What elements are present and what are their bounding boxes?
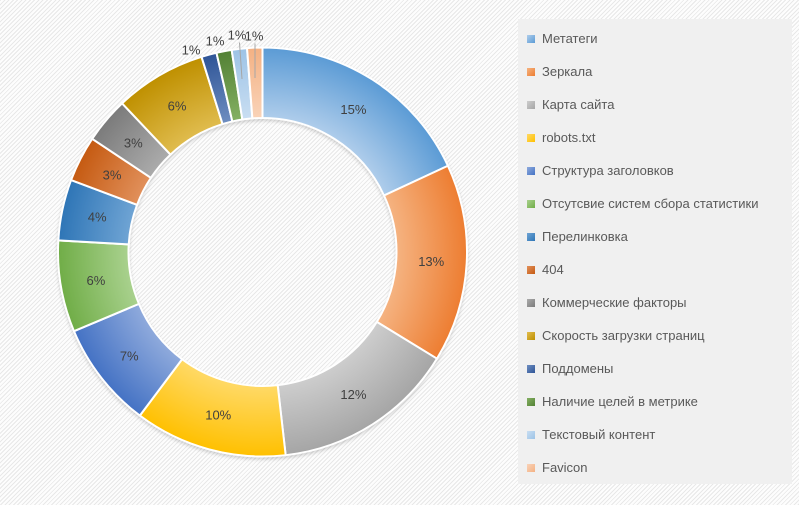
slice-data-label: 3% <box>103 168 122 183</box>
legend-item-label: Скорость загрузки страниц <box>542 328 705 343</box>
pie-slice-13[interactable] <box>245 46 264 120</box>
legend-swatch-icon <box>527 430 535 439</box>
legend-item[interactable]: Метатеги <box>518 22 792 55</box>
legend-swatch-icon <box>527 265 535 274</box>
slice-data-label: 1% <box>182 43 201 58</box>
slice-data-label: 10% <box>205 408 231 423</box>
legend-swatch-icon <box>527 298 535 307</box>
slice-data-label: 6% <box>168 99 187 114</box>
slice-labels: 15%13%12%10%7%6%4%3%3%6%1%1% 1%1% <box>87 28 445 423</box>
legend-item-label: Коммерческие факторы <box>542 295 687 310</box>
slice-data-label: 13% <box>418 254 444 269</box>
chart-legend: Метатеги Зеркала Карта сайта robots.txt Стру… <box>518 19 792 484</box>
legend-swatch-icon <box>527 166 535 175</box>
slice-data-label: 4% <box>88 210 107 225</box>
legend-item[interactable]: Перелинковка <box>518 220 792 253</box>
legend-item-label: Отсутсвие систем сбора статистики <box>542 196 759 211</box>
slice-data-label: 3% <box>124 136 143 151</box>
legend-item[interactable]: Зеркала <box>518 55 792 88</box>
legend-item[interactable]: Отсутсвие систем сбора статистики <box>518 187 792 220</box>
legend-item[interactable]: Favicon <box>518 451 792 484</box>
legend-item[interactable]: Текстовый контент <box>518 418 792 451</box>
legend-item-label: Перелинковка <box>542 229 628 244</box>
pie-slice-0[interactable] <box>261 46 450 197</box>
legend-item-label: robots.txt <box>542 130 596 145</box>
legend-item[interactable]: Коммерческие факторы <box>518 286 792 319</box>
legend-item-label: Метатеги <box>542 31 598 46</box>
legend-swatch-icon <box>527 232 535 241</box>
legend-item[interactable]: 404 <box>518 253 792 286</box>
slice-data-label: 1% <box>245 29 264 44</box>
legend-item-label: Favicon <box>542 460 588 475</box>
legend-swatch-icon <box>527 331 535 340</box>
legend-item-label: Зеркала <box>542 64 593 79</box>
legend-swatch-icon <box>527 133 535 142</box>
legend-item[interactable]: Структура заголовков <box>518 154 792 187</box>
legend-item[interactable]: Наличие целей в метрике <box>518 385 792 418</box>
legend-item-label: Поддомены <box>542 361 614 376</box>
legend-item-label: Текстовый контент <box>542 427 656 442</box>
legend-item-label: 404 <box>542 262 564 277</box>
legend-item-label: Наличие целей в метрике <box>542 394 698 409</box>
label-leader-lines <box>239 42 256 80</box>
legend-item[interactable]: Скорость загрузки страниц <box>518 319 792 352</box>
slice-data-label: 1% <box>228 28 247 43</box>
legend-swatch-icon <box>527 100 535 109</box>
slice-data-label: 1% <box>206 34 225 49</box>
slice-data-label: 7% <box>120 348 139 363</box>
legend-swatch-icon <box>527 67 535 76</box>
legend-item[interactable]: Карта сайта <box>518 88 792 121</box>
legend-item-label: Карта сайта <box>542 97 615 112</box>
legend-swatch-icon <box>527 397 535 406</box>
legend-swatch-icon <box>527 463 535 472</box>
slice-data-label: 6% <box>87 273 106 288</box>
donut-slices <box>57 46 468 458</box>
slice-data-label: 15% <box>340 102 366 117</box>
legend-item[interactable]: robots.txt <box>518 121 792 154</box>
legend-item[interactable]: Поддомены <box>518 352 792 385</box>
legend-swatch-icon <box>527 199 535 208</box>
slice-data-label: 12% <box>340 387 366 402</box>
leader-line <box>239 42 243 80</box>
legend-swatch-icon <box>527 364 535 373</box>
legend-swatch-icon <box>527 34 535 43</box>
legend-item-label: Структура заголовков <box>542 163 674 178</box>
